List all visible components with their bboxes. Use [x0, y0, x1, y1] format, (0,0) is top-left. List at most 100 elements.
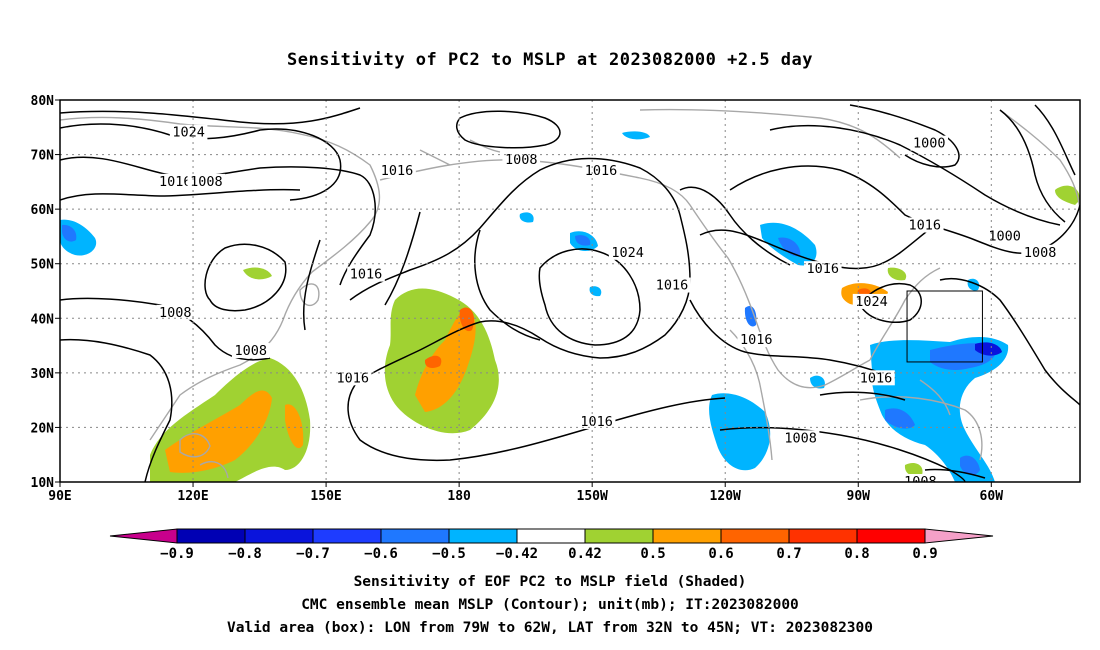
caption-shading: Sensitivity of EOF PC2 to MSLP field (Sh…	[353, 574, 747, 590]
colorbar-label: −0.7	[296, 546, 330, 562]
colorbar-swatch	[244, 528, 314, 544]
contour-label: 1008	[904, 474, 937, 490]
colorbar-swatch	[652, 528, 722, 544]
lat-tick-label: 10N	[31, 476, 55, 491]
contour-label: 1008	[1024, 245, 1057, 261]
contour-label: 1000	[913, 136, 946, 152]
colorbar: −0.9 −0.8 −0.7 −0.6 −0.5 −0.42 0.42 0.5 0.6 0.7 0.…	[109, 528, 994, 562]
contour-label: 1016	[381, 163, 414, 179]
colorbar-label: −0.42	[496, 546, 538, 562]
colorbar-high-triangle	[924, 528, 994, 544]
contour-label: 1016	[350, 267, 383, 283]
colorbar-label: −0.6	[364, 546, 398, 562]
lon-tick-label: 90W	[847, 489, 871, 504]
contour-label: 1000	[988, 228, 1021, 244]
contour-label: 1008	[190, 174, 223, 190]
lat-tick-label: 40N	[31, 312, 55, 327]
contour-label: 1016	[159, 174, 192, 190]
map-title: Sensitivity of PC2 to MSLP at 2023082000…	[286, 50, 813, 70]
mslp-contours	[60, 104, 1080, 482]
lon-tick-label: 120W	[710, 489, 741, 504]
contour-label: 1008	[159, 305, 192, 321]
contour-label-bg	[156, 304, 195, 320]
contour-label: 1008	[784, 430, 817, 446]
lat-tick-label: 70N	[31, 149, 55, 164]
contour-label-bg	[910, 135, 949, 151]
contour-label-bg	[985, 228, 1024, 244]
contour-label: 1016	[807, 261, 840, 277]
colorbar-swatch	[380, 528, 450, 544]
contour-label-bg	[187, 173, 226, 189]
contour-label: 1008	[505, 152, 538, 168]
positive-sensitivity-area	[424, 355, 442, 368]
positive-sensitivity-area	[165, 390, 272, 473]
lon-tick-label: 120E	[177, 489, 208, 504]
positive-sensitivity-area	[285, 404, 304, 449]
colorbar-swatch	[312, 528, 382, 544]
lon-tick-label: 90E	[48, 489, 71, 504]
latitude-axis: 80N 70N 60N 50N 40N 30N 20N 10N	[31, 94, 60, 491]
contour-label: 1024	[611, 245, 644, 261]
lon-tick-label: 150W	[577, 489, 608, 504]
colorbar-low-triangle	[109, 528, 178, 544]
negative-sensitivity-area	[709, 393, 771, 471]
contour-label-bg	[169, 124, 208, 140]
colorbar-label: 0.42	[568, 546, 602, 562]
colorbar-label: 0.6	[708, 546, 733, 562]
contour-label: 1016	[656, 278, 689, 294]
contour-label: 1016	[585, 163, 618, 179]
negative-sensitivity-area	[622, 131, 650, 140]
positive-sensitivity-area	[887, 267, 907, 281]
negative-sensitivity-area	[519, 212, 534, 223]
colorbar-swatch	[720, 528, 790, 544]
negative-sensitivity-area	[744, 305, 757, 327]
contour-label: 1024	[172, 125, 205, 141]
negative-sensitivity-area	[62, 224, 77, 242]
colorbar-label: −0.8	[228, 546, 262, 562]
lon-tick-label: 150E	[310, 489, 341, 504]
contour-label: 1016	[740, 332, 773, 348]
lat-tick-label: 30N	[31, 367, 55, 382]
contour-label: 1016	[860, 370, 893, 386]
valid-area-box	[906, 290, 983, 363]
contour-label-bg	[333, 370, 372, 386]
colorbar-label: 0.9	[912, 546, 937, 562]
caption-contour: CMC ensemble mean MSLP (Contour); unit(m…	[301, 597, 799, 613]
negative-sensitivity-area	[885, 408, 915, 429]
contour-label-bg	[1021, 244, 1059, 260]
contour-label-bg	[347, 266, 385, 282]
contour-label-bg	[781, 430, 820, 446]
negative-sensitivity-area	[975, 342, 1002, 356]
negative-sensitivity-area	[960, 455, 980, 475]
colorbar-swatch	[516, 528, 586, 544]
contour-label: 1016	[336, 370, 369, 386]
contour-label-bg	[608, 244, 647, 260]
negative-sensitivity-area	[810, 375, 825, 389]
colorbar-swatch	[788, 528, 858, 544]
colorbar-swatch	[176, 528, 246, 544]
negative-sensitivity-area	[575, 235, 591, 246]
contour-label-bg	[653, 277, 691, 293]
positive-sensitivity-area	[904, 463, 923, 476]
colorbar-swatch	[856, 528, 926, 544]
colorbar-label: 0.7	[776, 546, 801, 562]
lat-tick-label: 80N	[31, 94, 55, 109]
longitude-axis: 90E 120E 150E 180 150W 120W 90W 60W	[48, 482, 1003, 504]
contour-label: 1016	[909, 218, 942, 234]
contour-label: 1008	[234, 343, 267, 359]
lon-tick-label: 60W	[980, 489, 1004, 504]
lon-tick-label: 180	[447, 489, 471, 504]
contour-label-bg	[901, 474, 940, 482]
contour-label-bg	[905, 217, 944, 233]
lat-tick-label: 20N	[31, 421, 55, 436]
colorbar-swatch	[584, 528, 654, 544]
contour-label-bg	[156, 173, 195, 189]
positive-sensitivity-area	[415, 309, 476, 412]
positive-sensitivity-area	[243, 267, 272, 280]
lat-tick-label: 60N	[31, 203, 55, 218]
sensitivity-shading	[60, 131, 1080, 482]
contour-label-bg	[231, 343, 270, 359]
contour-label-bg	[502, 152, 541, 168]
contour-label-bg	[378, 162, 416, 178]
